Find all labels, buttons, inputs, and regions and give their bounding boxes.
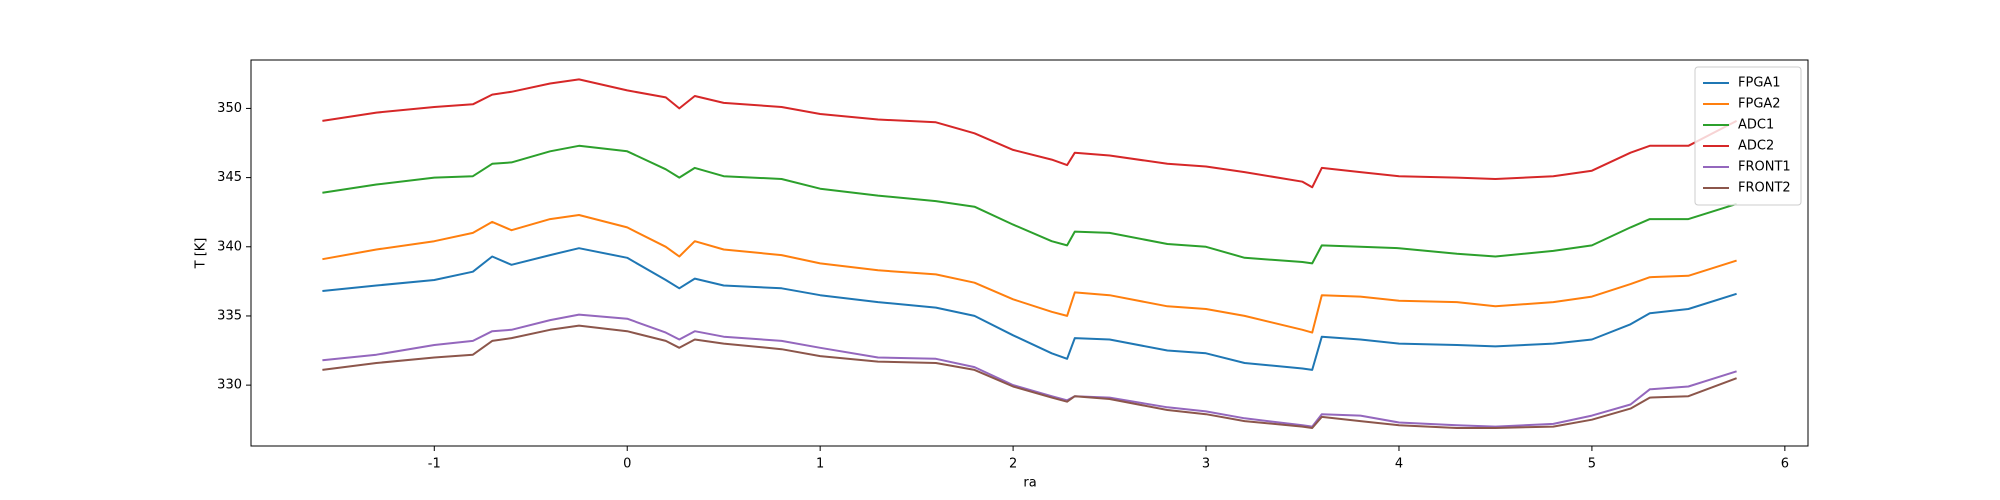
legend-label: ADC2: [1738, 139, 1774, 154]
y-tick-label: 335: [217, 308, 242, 323]
data-line: [322, 144, 1737, 265]
x-tick-label: 3: [1202, 457, 1210, 472]
x-tick-label: 1: [816, 457, 824, 472]
y-tick-label: 350: [217, 101, 242, 116]
y-tick-label: 345: [217, 170, 242, 185]
x-axis-label: ra: [1023, 476, 1036, 491]
x-tick-label: 5: [1588, 457, 1596, 472]
legend-label: ADC1: [1738, 118, 1774, 133]
data-line: [322, 214, 1737, 334]
legend-label: FPGA1: [1738, 76, 1781, 91]
x-tick-label: 0: [623, 457, 631, 472]
y-tick-label: 340: [217, 239, 242, 254]
x-tick-label: 6: [1781, 457, 1789, 472]
data-line: [322, 313, 1737, 428]
plot-frame: [250, 59, 1809, 447]
data-line: [322, 324, 1737, 429]
y-axis-label: T [K]: [194, 238, 209, 270]
legend-label: FPGA2: [1738, 97, 1781, 112]
legend-label: FRONT1: [1738, 160, 1791, 175]
data-line: [322, 78, 1738, 189]
y-tick-label: 330: [217, 378, 242, 393]
data-line: [322, 247, 1737, 371]
legend-label: FRONT2: [1738, 181, 1791, 196]
legend: FPGA1 FPGA2 ADC1 ADC2 FRONT1 FRONT2: [1694, 66, 1802, 206]
x-tick-label: 4: [1395, 457, 1403, 472]
x-tick-label: 2: [1009, 457, 1017, 472]
x-tick-label: -1: [428, 457, 441, 472]
legend-box: [1694, 66, 1802, 206]
